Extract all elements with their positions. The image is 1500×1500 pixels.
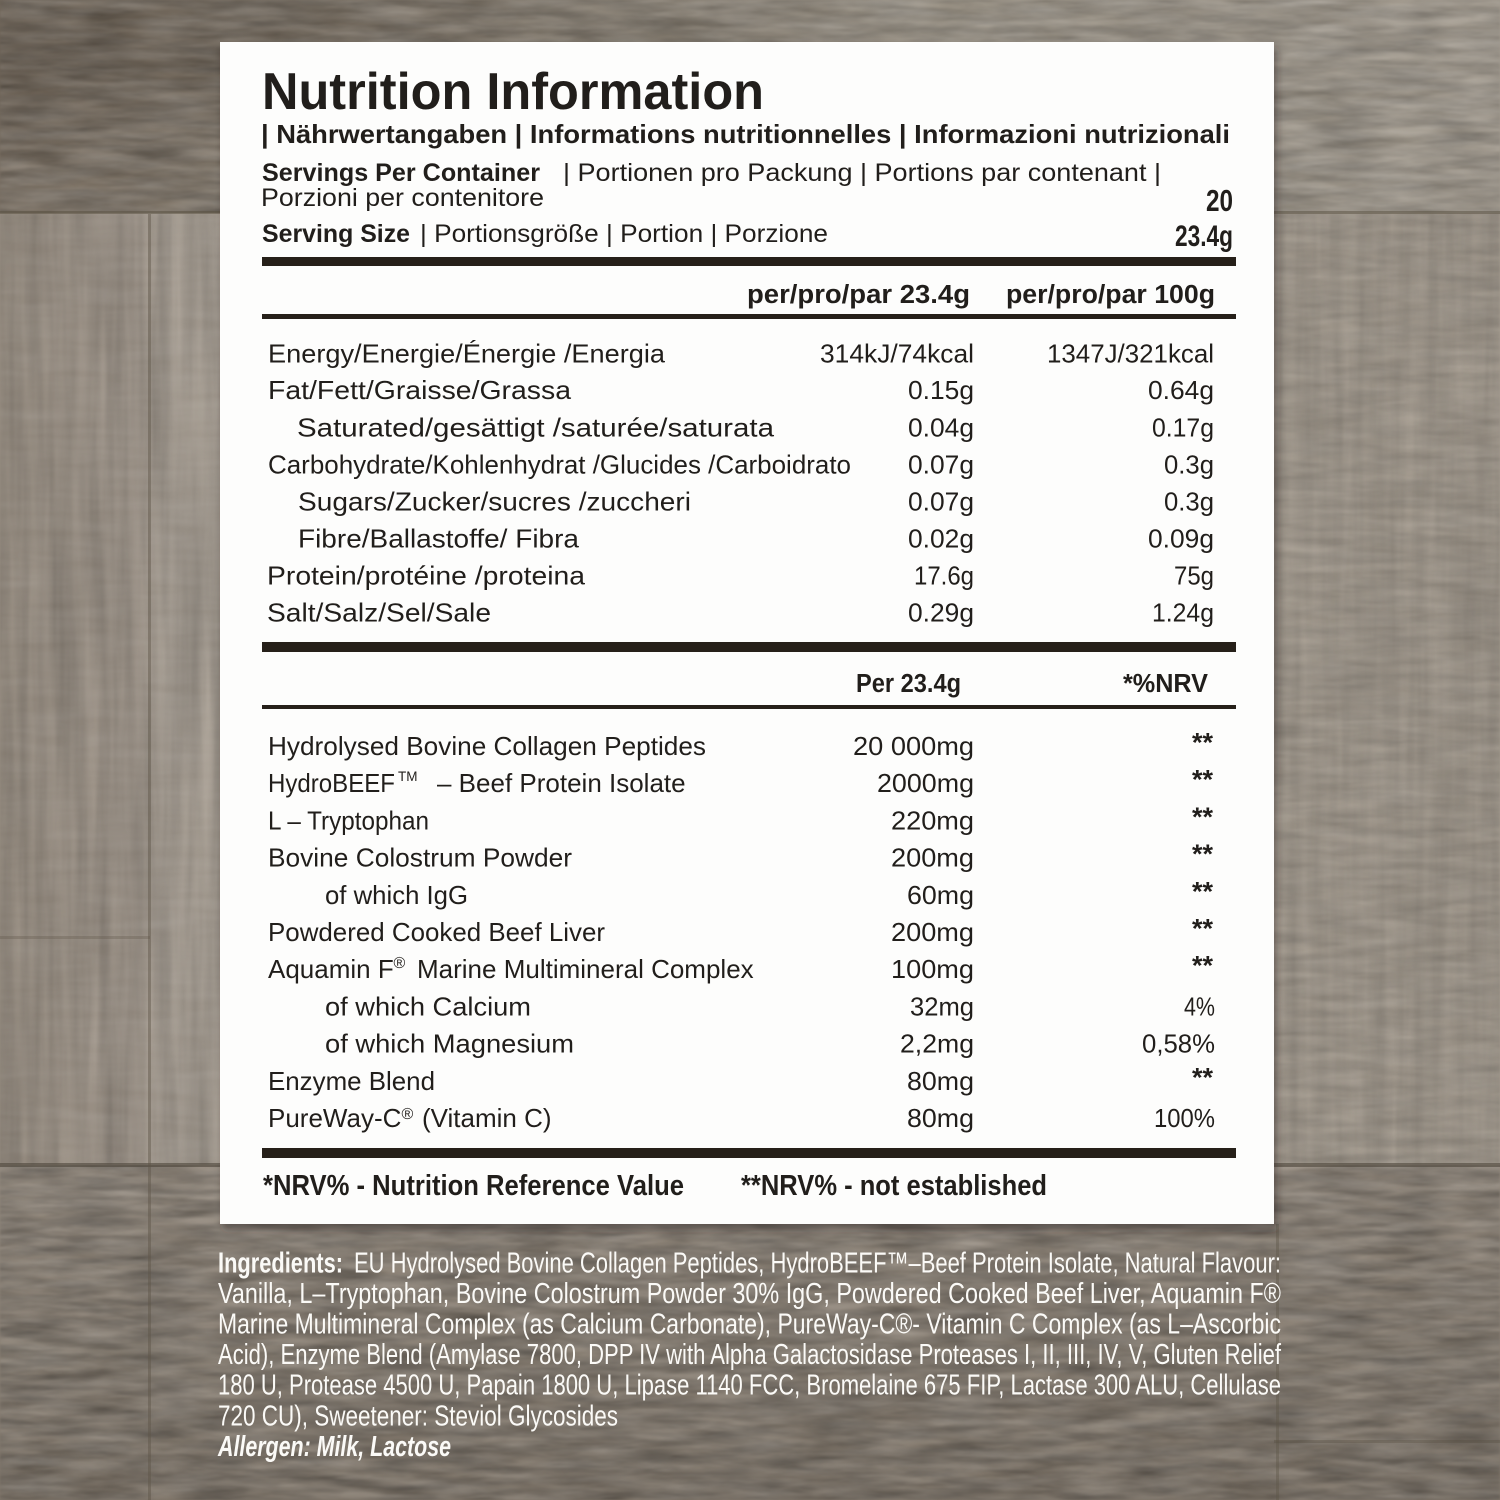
svg-text:Allergen: Milk, Lactose: Allergen: Milk, Lactose (217, 1431, 451, 1463)
svg-text:0.3g: 0.3g (1164, 450, 1214, 480)
svg-text:Energy/Energie/Énergie /Energi: Energy/Energie/Énergie /Energia (268, 338, 666, 368)
svg-text:HydroBEEF: HydroBEEF (268, 768, 395, 798)
svg-text:80mg: 80mg (907, 1103, 974, 1133)
svg-text:0,58%: 0,58% (1142, 1029, 1215, 1059)
svg-text:Sugars/Zucker/sucres /zuccheri: Sugars/Zucker/sucres /zuccheri (298, 486, 691, 516)
svg-text:of which IgG: of which IgG (325, 880, 468, 910)
svg-text:100mg: 100mg (891, 954, 974, 984)
svg-text:per/pro/par 100g: per/pro/par 100g (1006, 281, 1215, 309)
svg-text:**: ** (1192, 765, 1214, 795)
svg-text:*NRV% - Nutrition Reference Va: *NRV% - Nutrition Reference Value (263, 1170, 684, 1202)
svg-text:20: 20 (1206, 183, 1233, 218)
svg-text:60mg: 60mg (907, 880, 974, 910)
svg-text:TM: TM (398, 769, 418, 784)
svg-text:2,2mg: 2,2mg (900, 1029, 974, 1059)
svg-text:Marine Multimineral Complex: Marine Multimineral Complex (417, 954, 754, 984)
svg-text:75g: 75g (1174, 561, 1214, 591)
svg-text:®: ® (394, 955, 406, 972)
svg-text:| Portionsgröße | Portion | Po: | Portionsgröße | Portion | Porzione (420, 220, 828, 248)
svg-text:0.17g: 0.17g (1152, 412, 1214, 442)
svg-text:0.64g: 0.64g (1148, 375, 1214, 405)
svg-text:Fat/Fett/Graisse/Grassa: Fat/Fett/Graisse/Grassa (268, 375, 572, 405)
svg-text:0.07g: 0.07g (908, 486, 974, 516)
svg-text:Marine Multimineral Complex (a: Marine Multimineral Complex (as Calcium … (218, 1309, 1281, 1341)
svg-text:of which Calcium: of which Calcium (325, 991, 531, 1021)
svg-text:**: ** (1192, 1062, 1214, 1092)
svg-text:| Nährwertangaben | Informatio: | Nährwertangaben | Informations nutriti… (261, 119, 1230, 149)
svg-text:*%NRV: *%NRV (1123, 670, 1208, 698)
svg-text:200mg: 200mg (891, 917, 974, 947)
svg-text:(Vitamin C): (Vitamin C) (422, 1103, 552, 1133)
svg-text:2000mg: 2000mg (877, 768, 974, 798)
svg-text:**NRV% - not established: **NRV% - not established (741, 1170, 1047, 1202)
svg-text:per/pro/par 23.4g: per/pro/par 23.4g (747, 281, 970, 309)
svg-text:Bovine Colostrum Powder: Bovine Colostrum Powder (268, 843, 572, 873)
svg-text:23.4g: 23.4g (1175, 220, 1233, 253)
svg-text:**: ** (1192, 914, 1214, 944)
svg-text:– Beef Protein Isolate: – Beef Protein Isolate (437, 768, 686, 798)
svg-text:Servings Per Container: Servings Per Container (262, 159, 540, 187)
svg-text:| Portionen pro Packung | Port: | Portionen pro Packung | Portions par c… (563, 159, 1161, 187)
svg-text:Hydrolysed Bovine Collagen Pep: Hydrolysed Bovine Collagen Peptides (268, 731, 706, 761)
svg-text:Nutrition Information: Nutrition Information (262, 63, 764, 121)
svg-text:0.15g: 0.15g (908, 375, 974, 405)
svg-text:20 000mg: 20 000mg (853, 731, 974, 761)
svg-text:Porzioni per contenitore: Porzioni per contenitore (261, 184, 544, 212)
svg-text:220mg: 220mg (891, 805, 974, 835)
svg-text:Per 23.4g: Per 23.4g (856, 670, 961, 698)
svg-text:0.29g: 0.29g (908, 598, 974, 628)
svg-text:**: ** (1192, 802, 1214, 832)
svg-text:4%: 4% (1184, 991, 1215, 1021)
svg-text:0.04g: 0.04g (908, 412, 974, 442)
svg-text:Ingredients:: Ingredients: (218, 1247, 343, 1279)
svg-text:**: ** (1192, 728, 1214, 758)
svg-text:Vanilla, L–Tryptophan, Bovine: Vanilla, L–Tryptophan, Bovine Colostrum … (218, 1278, 1281, 1310)
svg-text:®: ® (402, 1106, 414, 1123)
svg-text:100%: 100% (1154, 1103, 1215, 1133)
svg-text:Carbohydrate/Kohlenhydrat /Glu: Carbohydrate/Kohlenhydrat /Glucides /Car… (268, 450, 851, 480)
svg-text:Powdered Cooked Beef Liver: Powdered Cooked Beef Liver (268, 917, 605, 947)
svg-text:32mg: 32mg (910, 991, 974, 1021)
svg-text:720 CU), Sweetener: Steviol Gl: 720 CU), Sweetener: Steviol Glycosides (218, 1400, 618, 1432)
svg-text:**: ** (1192, 951, 1214, 981)
svg-text:0.09g: 0.09g (1148, 524, 1214, 554)
svg-text:Saturated/gesättigt /saturée/s: Saturated/gesättigt /saturée/saturata (297, 412, 775, 442)
svg-text:L – Tryptophan: L – Tryptophan (268, 805, 429, 835)
svg-text:Salt/Salz/Sel/Sale: Salt/Salz/Sel/Sale (267, 598, 491, 628)
svg-text:1.24g: 1.24g (1152, 598, 1214, 628)
svg-text:200mg: 200mg (891, 843, 974, 873)
svg-text:Protein/protéine /proteina: Protein/protéine /proteina (267, 561, 586, 591)
svg-text:**: ** (1192, 876, 1214, 906)
svg-text:Acid), Enzyme Blend (Amylase 7: Acid), Enzyme Blend (Amylase 7800, DPP I… (218, 1339, 1282, 1371)
svg-text:314kJ/74kcal: 314kJ/74kcal (820, 338, 974, 368)
svg-text:0.07g: 0.07g (908, 450, 974, 480)
svg-text:Fibre/Ballastoffe/ Fibra: Fibre/Ballastoffe/ Fibra (298, 524, 580, 554)
svg-text:Serving Size: Serving Size (262, 220, 410, 248)
svg-text:Aquamin F: Aquamin F (268, 954, 394, 984)
svg-text:180 U, Protease 4500 U, Papain: 180 U, Protease 4500 U, Papain 1800 U, L… (218, 1370, 1281, 1402)
svg-text:Enzyme Blend: Enzyme Blend (268, 1066, 435, 1096)
svg-text:EU Hydrolysed Bovine Collagen: EU Hydrolysed Bovine Collagen Peptides, … (354, 1247, 1281, 1279)
svg-text:17.6g: 17.6g (914, 561, 974, 591)
svg-text:of which Magnesium: of which Magnesium (325, 1029, 574, 1059)
svg-text:0.02g: 0.02g (908, 524, 974, 554)
svg-text:1347J/321kcal: 1347J/321kcal (1047, 338, 1214, 368)
svg-text:80mg: 80mg (907, 1066, 974, 1096)
svg-text:PureWay-C: PureWay-C (268, 1103, 401, 1133)
svg-text:0.3g: 0.3g (1164, 486, 1214, 516)
svg-text:**: ** (1192, 839, 1214, 869)
